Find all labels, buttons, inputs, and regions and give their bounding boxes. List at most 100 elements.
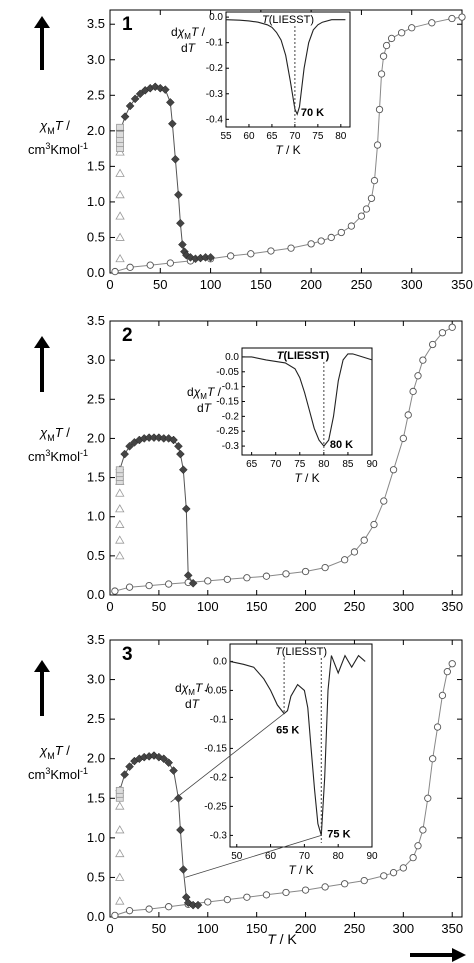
data-point-triangle	[116, 873, 124, 880]
data-point-circle	[376, 106, 382, 112]
data-point-circle	[126, 584, 132, 590]
data-point-diamond	[179, 466, 187, 474]
data-point-circle	[434, 724, 440, 730]
data-point-circle	[146, 582, 152, 588]
data-point-circle	[224, 576, 230, 582]
series-line	[120, 87, 211, 259]
inset-x-tick-label: 75	[294, 459, 306, 470]
inset-y-tick-label: -0.3	[206, 89, 224, 100]
data-point-circle	[410, 388, 416, 394]
data-point-triangle	[116, 169, 124, 176]
inset-y-tick-label: -0.05	[216, 367, 239, 378]
data-point-circle	[409, 25, 415, 31]
data-point-triangle	[116, 489, 124, 496]
data-point-diamond	[168, 120, 176, 128]
data-point-circle	[244, 575, 250, 581]
data-point-circle	[368, 195, 374, 201]
panel-number: 2	[122, 325, 133, 346]
panel-1: 0 50 100 150 200 250 300 350 0.0 0.5 1.0 1.5 2.0 2.5 3…	[28, 10, 473, 292]
data-point-circle	[398, 30, 404, 36]
data-point-diamond	[121, 450, 129, 458]
y-tick-label: 2.5	[87, 391, 105, 406]
inset-chart: 50 60 70 80 900.0-0.05-0.1-0.15-0.2-0.25-0.3…	[175, 644, 378, 877]
inset-y-tick-label: 0.0	[213, 656, 227, 667]
x-tick-label: 100	[197, 599, 219, 614]
data-point-circle	[165, 904, 171, 910]
x-tick-label: 200	[295, 921, 317, 936]
data-point-circle	[302, 887, 308, 893]
x-tick-label: 0	[106, 277, 113, 292]
inset-x-tick-label: 70	[289, 131, 301, 142]
y-axis-label: χMT /	[39, 118, 70, 136]
data-point-triangle	[116, 802, 124, 809]
inset-x-tick-label: 80	[335, 131, 347, 142]
inset-y-tick-label: -0.1	[206, 38, 224, 49]
data-point-circle	[244, 894, 250, 900]
data-point-triangle	[116, 552, 124, 559]
data-point-circle	[449, 661, 455, 667]
data-point-diamond	[176, 219, 184, 227]
inset-y-tick-label: -0.25	[204, 801, 227, 812]
inset-y-tick-label: -0.1	[222, 382, 240, 393]
y-tick-label: 1.5	[87, 470, 105, 485]
data-point-circle	[425, 795, 431, 801]
x-tick-label: 200	[300, 277, 322, 292]
inset-y-tick-label: 0.0	[209, 12, 223, 23]
data-point-circle	[439, 330, 445, 336]
inset-y-tick-label: -0.2	[222, 411, 240, 422]
y-tick-label: 0.5	[87, 548, 105, 563]
data-point-circle	[420, 827, 426, 833]
series-triangle	[116, 477, 124, 558]
inset-y-unit: dT	[197, 401, 213, 415]
data-point-circle	[126, 907, 132, 913]
data-point-circle	[361, 877, 367, 883]
y-tick-label: 2.5	[87, 87, 105, 102]
data-point-circle	[127, 264, 133, 270]
data-point-diamond	[184, 571, 192, 579]
x-tick-label: 350	[451, 277, 473, 292]
data-point-circle	[380, 53, 386, 59]
x-axis-label: T / K	[267, 931, 297, 947]
x-tick-label: 350	[441, 921, 463, 936]
data-point-circle	[378, 71, 384, 77]
data-point-circle	[444, 668, 450, 674]
data-point-circle	[348, 223, 354, 229]
data-point-circle	[405, 412, 411, 418]
inset-y-unit: dT	[181, 41, 197, 55]
data-point-circle	[224, 896, 230, 902]
data-point-circle	[283, 571, 289, 577]
data-point-circle	[363, 206, 369, 212]
data-point-circle	[322, 564, 328, 570]
inset-x-tick-label: 60	[243, 131, 255, 142]
data-point-circle	[388, 35, 394, 41]
data-point-circle	[449, 15, 455, 21]
inset-x-tick-label: 90	[366, 459, 378, 470]
x-tick-label: 0	[106, 599, 113, 614]
y-tick-label: 3.5	[87, 632, 105, 647]
y-tick-label: 2.0	[87, 123, 105, 138]
data-point-circle	[341, 881, 347, 887]
data-point-diamond	[182, 505, 190, 513]
y-tick-label: 3.0	[87, 352, 105, 367]
data-point-circle	[112, 912, 118, 918]
data-point-circle	[459, 14, 465, 20]
right-arrow-icon	[452, 948, 466, 962]
data-point-circle	[322, 884, 328, 890]
x-tick-label: 100	[200, 277, 222, 292]
x-tick-label: 300	[401, 277, 423, 292]
data-point-diamond	[176, 450, 184, 458]
data-point-circle	[381, 498, 387, 504]
inset-chart: 55 60 65 70 75 80 0.0 -0.1 -0.2 -0.3 -0.4 70 K T(LIE…	[171, 12, 350, 157]
series-square	[116, 787, 123, 801]
x-tick-label: 50	[152, 599, 166, 614]
y-axis-unit: cm3Kmol-1	[28, 448, 88, 464]
inset-y-tick-label: -0.3	[210, 830, 228, 841]
data-point-circle	[400, 435, 406, 441]
data-point-circle	[338, 229, 344, 235]
data-point-circle	[146, 906, 152, 912]
data-point-circle	[374, 142, 380, 148]
inset-x-tick-label: 80	[318, 459, 330, 470]
inset-y-tick-label: -0.15	[204, 743, 227, 754]
x-tick-label: 250	[351, 277, 373, 292]
